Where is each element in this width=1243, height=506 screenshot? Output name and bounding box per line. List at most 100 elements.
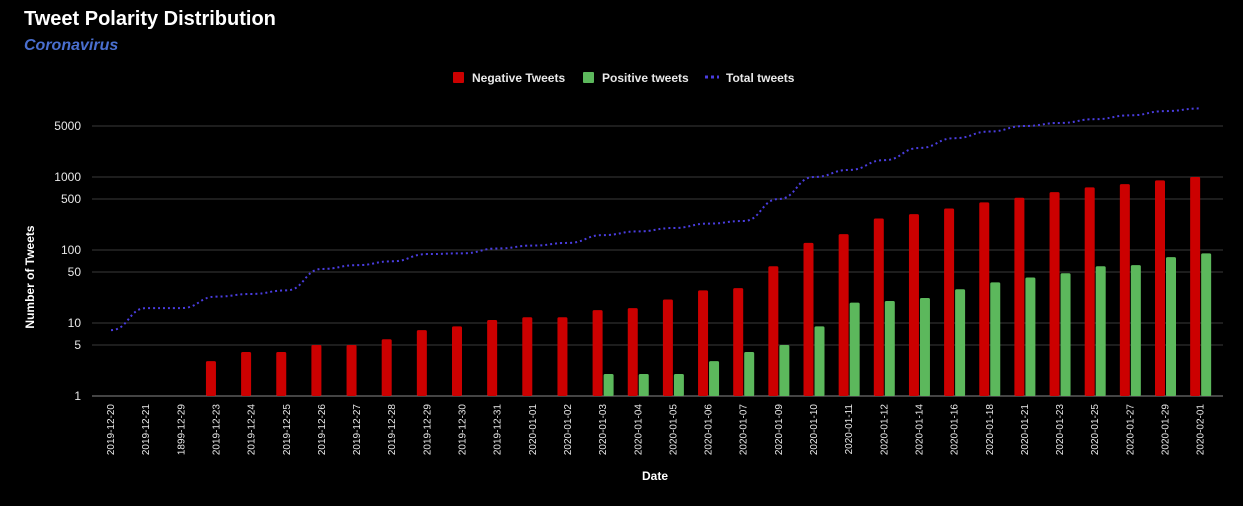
x-tick-label: 2020-01-23 — [1055, 404, 1066, 456]
bar-positive — [673, 374, 684, 396]
bar-positive — [1166, 257, 1176, 396]
x-tick-label: 2020-01-03 — [598, 404, 609, 456]
bar-positive — [919, 298, 930, 396]
x-tick-label: 2020-01-05 — [668, 404, 679, 456]
x-ticks: 2019-12-20 2019-12-21 1899-12-29 2019-12-23… — [106, 404, 1207, 456]
bar-positive — [1201, 253, 1212, 396]
bar-positive — [814, 326, 825, 396]
bar-negative — [557, 317, 568, 396]
bar-positive — [744, 352, 755, 396]
bar-negative — [592, 310, 603, 396]
x-tick-label: 2019-12-27 — [352, 404, 363, 456]
x-tick-label: 2019-12-24 — [247, 404, 258, 456]
y-tick-label: 1 — [74, 389, 81, 403]
bar-negative — [944, 208, 955, 396]
bar-negative — [698, 290, 709, 396]
bar-negative — [241, 352, 252, 396]
bar-positive — [849, 302, 860, 396]
bar-negative — [1190, 177, 1201, 396]
y-tick-label: 50 — [68, 265, 82, 279]
bar-negative — [838, 234, 849, 396]
bar-negative — [803, 242, 814, 396]
bar-positive — [709, 361, 720, 396]
bar-negative — [768, 266, 779, 396]
x-tick-label: 2019-12-20 — [106, 404, 117, 456]
bar-negative — [662, 299, 673, 396]
legend-positive-swatch — [583, 72, 594, 83]
bar-negative — [522, 317, 533, 396]
chart-title: Tweet Polarity Distribution — [24, 8, 276, 30]
total-tweets-line — [110, 107, 1201, 332]
y-tick-label: 5 — [74, 338, 81, 352]
bar-negative — [873, 218, 884, 396]
y-tick-label: 10 — [68, 316, 82, 330]
x-tick-label: 2020-01-06 — [704, 404, 715, 456]
x-tick-label: 2020-01-02 — [563, 404, 574, 456]
y-tick-label: 500 — [61, 192, 81, 206]
x-tick-label: 2020-01-18 — [985, 404, 996, 456]
bar-negative — [205, 361, 216, 396]
bar-positive — [1130, 265, 1141, 396]
bar-positive — [779, 344, 790, 396]
bar-negative — [487, 319, 498, 396]
y-axis-title: Number of Tweets — [23, 225, 37, 328]
legend-negative-label: Negative Tweets — [472, 71, 565, 85]
chart-subtitle: Coronavirus — [24, 37, 119, 54]
bar-negative — [1084, 187, 1095, 396]
x-tick-label: 2019-12-28 — [387, 404, 398, 456]
x-tick-label: 2019-12-31 — [493, 404, 504, 456]
bar-positive — [603, 374, 614, 396]
x-tick-label: 2019-12-30 — [458, 404, 469, 456]
bar-negative — [908, 214, 919, 396]
x-tick-label: 2019-12-25 — [282, 404, 293, 456]
bar-positive — [1025, 277, 1036, 396]
bar-negative — [452, 326, 462, 396]
x-tick-label: 2020-01-12 — [879, 404, 890, 456]
bar-positive — [990, 282, 1001, 396]
bar-negative — [311, 344, 322, 396]
y-tick-label: 100 — [61, 243, 81, 257]
bar-negative — [416, 330, 427, 396]
bar-negative — [1049, 192, 1060, 396]
x-tick-label: 2020-01-25 — [1090, 404, 1101, 456]
x-tick-label: 1899-12-29 — [176, 404, 187, 456]
legend: Negative Tweets Positive tweets Total tw… — [453, 71, 795, 85]
x-axis-title: Date — [642, 469, 668, 483]
x-tick-label: 2019-12-29 — [422, 404, 433, 456]
bar-negative — [346, 344, 357, 396]
bar-negative — [1155, 180, 1165, 396]
bar-negative — [381, 339, 392, 396]
x-tick-label: 2020-01-09 — [774, 404, 785, 456]
x-tick-label: 2019-12-23 — [211, 404, 222, 456]
legend-total-label: Total tweets — [726, 71, 795, 85]
x-tick-label: 2020-01-04 — [633, 404, 644, 456]
x-tick-label: 2020-01-16 — [950, 404, 961, 456]
grid: 1 5 10 50 100 500 1000 5000 — [54, 119, 1223, 403]
x-tick-label: 2020-01-11 — [844, 404, 855, 455]
bar-negative — [627, 308, 638, 396]
x-tick-label: 2019-12-21 — [141, 404, 152, 456]
x-tick-label: 2020-01-07 — [739, 404, 750, 456]
x-tick-label: 2020-01-29 — [1161, 404, 1172, 456]
legend-negative-swatch — [453, 72, 464, 83]
x-tick-label: 2020-01-21 — [1020, 404, 1031, 456]
bar-negative — [979, 202, 990, 396]
bar-negative — [276, 352, 287, 396]
bars — [205, 177, 1212, 396]
y-tick-label: 5000 — [54, 119, 81, 133]
bar-positive — [638, 374, 649, 396]
bar-negative — [1119, 184, 1130, 396]
y-tick-label: 1000 — [54, 170, 81, 184]
bar-positive — [1060, 273, 1071, 396]
bar-positive — [884, 301, 895, 396]
x-tick-label: 2019-12-26 — [317, 404, 328, 456]
legend-positive-label: Positive tweets — [602, 71, 689, 85]
x-tick-label: 2020-02-01 — [1196, 404, 1207, 456]
x-tick-label: 2020-01-10 — [809, 404, 820, 456]
total-line — [110, 107, 1201, 332]
x-tick-label: 2020-01-01 — [528, 404, 539, 456]
x-tick-label: 2020-01-27 — [1125, 404, 1136, 456]
bar-negative — [733, 288, 744, 396]
bar-positive — [1095, 266, 1106, 396]
